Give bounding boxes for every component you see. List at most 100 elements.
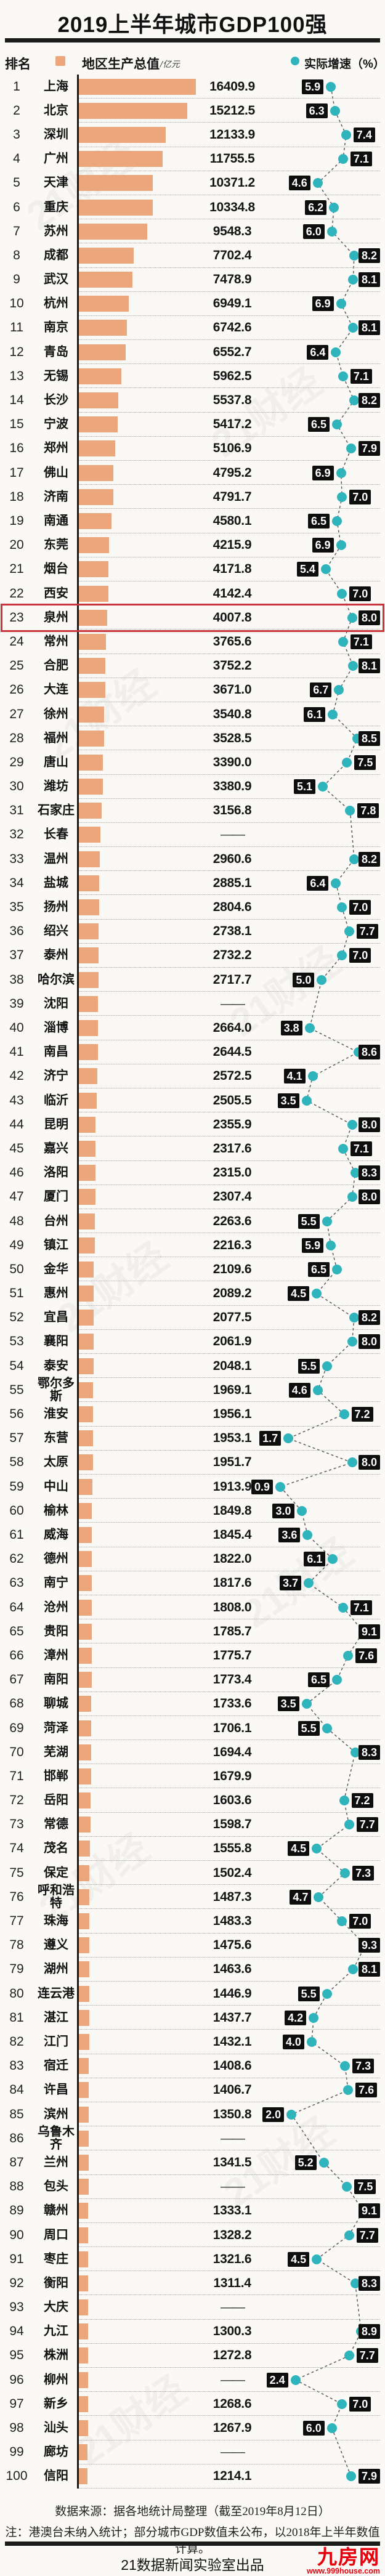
city-label: 无锡 bbox=[44, 369, 68, 383]
growth-dot bbox=[309, 2012, 319, 2023]
growth-dot bbox=[326, 1240, 336, 1250]
city-label: 威海 bbox=[44, 1528, 68, 1542]
gdp-bar bbox=[79, 2251, 89, 2267]
gdp-value: 1406.7 bbox=[213, 2083, 252, 2097]
city-label: 常州 bbox=[44, 634, 68, 649]
gdp-row: 18 济南 4791.7 7.0 bbox=[0, 485, 385, 509]
growth-dot bbox=[328, 709, 338, 719]
growth-dot bbox=[343, 2085, 354, 2096]
gdp-bar bbox=[79, 2227, 89, 2243]
gdp-value: 1849.8 bbox=[213, 1503, 252, 1518]
row-separator bbox=[77, 2005, 380, 2006]
growth-dot bbox=[338, 1602, 348, 1613]
growth-dot bbox=[332, 419, 342, 430]
gdp-bar bbox=[79, 658, 106, 674]
city-label: 湛江 bbox=[44, 2011, 68, 2025]
city-label: 宁波 bbox=[44, 417, 68, 431]
gdp-row: 40 淄博 2664.0 3.8 bbox=[0, 1016, 385, 1040]
city-label: 东营 bbox=[44, 1431, 68, 1445]
gdp-row: 83 宿迁 1408.6 7.3 bbox=[0, 2054, 385, 2078]
rank-label: 20 bbox=[9, 538, 24, 553]
rank-label: 61 bbox=[9, 1527, 24, 1542]
gdp-row: 8 成都 7702.4 8.2 bbox=[0, 243, 385, 268]
gdp-row: 80 连云港 1446.9 5.5 bbox=[0, 1982, 385, 2006]
gdp-value: 1845.4 bbox=[213, 1527, 252, 1542]
growth-badge: 7.8 bbox=[357, 803, 379, 819]
rank-label: 11 bbox=[10, 320, 23, 335]
gdp-value: 3540.8 bbox=[213, 707, 252, 721]
gdp-value: 6552.7 bbox=[213, 344, 252, 359]
gdp-value: 2738.1 bbox=[213, 924, 252, 939]
growth-dot bbox=[312, 1289, 322, 1299]
site-logo: 九房网 www.999house.com bbox=[307, 2547, 380, 2575]
growth-badge: 6.5 bbox=[307, 1672, 330, 1688]
gdp-row: 82 江门 1432.1 4.0 bbox=[0, 2030, 385, 2054]
growth-dot bbox=[338, 636, 348, 647]
gdp-row: 96 柳州 —— 2.4 bbox=[0, 2368, 385, 2392]
growth-badge: 4.1 bbox=[283, 1069, 306, 1084]
growth-badge: 5.9 bbox=[302, 1237, 324, 1253]
gdp-row: 53 襄阳 2061.9 8.0 bbox=[0, 1330, 385, 1355]
city-label: 汕头 bbox=[44, 2421, 68, 2435]
row-separator bbox=[77, 1474, 380, 1475]
city-label: 青岛 bbox=[44, 345, 68, 359]
growth-dot bbox=[344, 2230, 354, 2240]
city-label: 芜湖 bbox=[44, 1745, 68, 1759]
row-separator bbox=[77, 2222, 380, 2223]
growth-badge: 7.0 bbox=[349, 900, 371, 915]
growth-badge: 6.2 bbox=[305, 200, 327, 215]
gdp-row: 2 北京 15212.5 6.3 bbox=[0, 99, 385, 123]
row-separator bbox=[77, 2029, 380, 2030]
gdp-value: 2089.2 bbox=[213, 1286, 252, 1301]
gdp-bar bbox=[79, 2130, 89, 2147]
rank-label: 79 bbox=[9, 1962, 24, 1977]
gdp-value: 2664.0 bbox=[213, 1021, 252, 1035]
gdp-bar bbox=[79, 754, 103, 771]
gdp-row: 59 中山 1913.9 0.9 bbox=[0, 1475, 385, 1499]
rank-label: 31 bbox=[9, 803, 24, 818]
gdp-bar bbox=[79, 923, 99, 940]
growth-badge: 7.2 bbox=[351, 1793, 373, 1808]
city-label: 北京 bbox=[44, 103, 68, 118]
gdp-value: 1267.9 bbox=[213, 2421, 252, 2436]
rank-label: 35 bbox=[9, 900, 24, 915]
gdp-bar bbox=[79, 537, 109, 554]
rank-label: 12 bbox=[9, 344, 24, 359]
gdp-bar bbox=[79, 1961, 89, 1978]
row-separator bbox=[77, 484, 380, 485]
city-label: 淮安 bbox=[44, 1407, 68, 1421]
growth-badge: 3.8 bbox=[280, 1021, 302, 1035]
gdp-bar bbox=[79, 1213, 95, 1229]
gdp-row: 13 无锡 5962.5 7.1 bbox=[0, 364, 385, 389]
growth-badge: 8.1 bbox=[359, 272, 381, 288]
city-label: 珠海 bbox=[44, 1914, 68, 1928]
growth-dot bbox=[344, 926, 354, 937]
city-label: 佛山 bbox=[44, 466, 68, 480]
gdp-bar bbox=[79, 1286, 94, 1302]
gdp-row: 14 长沙 5537.8 8.2 bbox=[0, 388, 385, 413]
growth-badge: 7.5 bbox=[354, 755, 376, 770]
rank-label: 15 bbox=[9, 417, 24, 432]
legend-gdp-label: 地区生产总值 bbox=[82, 57, 160, 71]
title-divider bbox=[5, 38, 380, 43]
growth-dot bbox=[322, 1723, 332, 1733]
page-title: 2019上半年城市GDP100强 bbox=[57, 13, 328, 37]
growth-dot bbox=[347, 612, 357, 623]
rank-label: 60 bbox=[9, 1503, 24, 1518]
growth-dot bbox=[338, 1143, 348, 1154]
gdp-value: 1773.4 bbox=[213, 1672, 252, 1687]
gdp-row: 71 邯郸 1679.9 bbox=[0, 1764, 385, 1789]
growth-dot bbox=[347, 1457, 357, 1468]
growth-dot bbox=[301, 1699, 312, 1709]
gdp-row: 29 唐山 3390.0 7.5 bbox=[0, 750, 385, 775]
growth-badge: 5.2 bbox=[294, 2155, 317, 2170]
rank-label: 37 bbox=[9, 948, 24, 963]
gdp-row: 86 乌鲁木齐 —— bbox=[0, 2125, 385, 2151]
growth-badge: 8.9 bbox=[359, 2324, 381, 2339]
gdp-row: 28 福州 3528.5 8.5 bbox=[0, 726, 385, 751]
gdp-row: 48 台州 2263.6 5.5 bbox=[0, 1209, 385, 1234]
rank-label: 62 bbox=[9, 1552, 24, 1566]
gdp-bar bbox=[79, 1913, 90, 1930]
gdp-row: 97 新乡 1268.6 7.0 bbox=[0, 2392, 385, 2416]
growth-dot bbox=[328, 1554, 338, 1565]
